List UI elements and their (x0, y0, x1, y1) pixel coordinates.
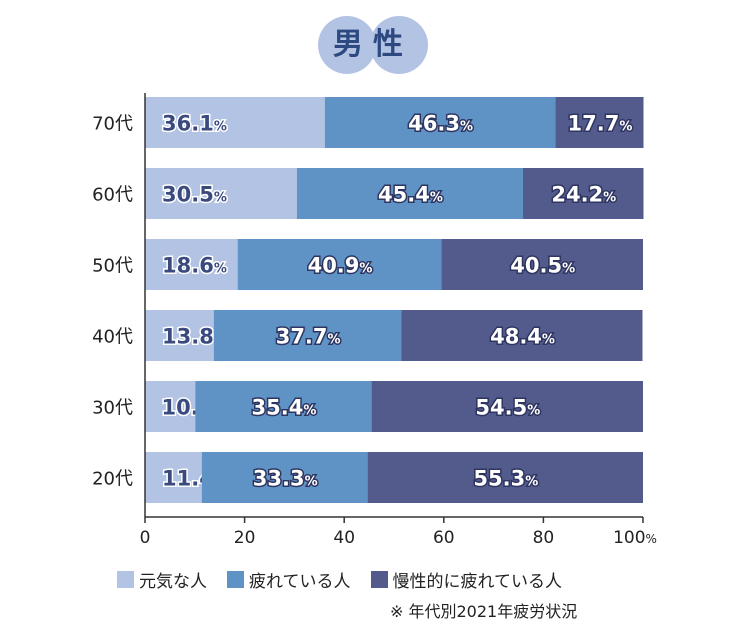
bar-segment (441, 239, 643, 290)
legend-swatch (227, 570, 244, 588)
chart-title-badge: 男性 (318, 16, 428, 76)
bar-segment (145, 239, 238, 290)
data-label-unit: % (303, 404, 316, 419)
data-label-unit: % (328, 333, 341, 348)
legend-item: 疲れている人 (227, 567, 351, 592)
category-label: 40代 (92, 327, 133, 348)
data-label: 24.2% (551, 183, 616, 207)
bar-segment (145, 452, 202, 503)
data-label-unit: % (562, 262, 575, 277)
category-label: 70代 (92, 114, 133, 135)
data-label-unit: % (619, 120, 632, 135)
x-tick-label: 20 (234, 528, 256, 548)
bar-segment (401, 310, 643, 361)
data-label: 36.1% (162, 112, 227, 136)
data-label-unit: % (430, 191, 443, 206)
data-label-unit: % (542, 333, 555, 348)
data-label-unit: % (525, 475, 538, 490)
category-label: 30代 (92, 398, 133, 419)
data-label: 55.3% (473, 467, 538, 491)
bar-segment (213, 310, 402, 361)
bar-segment (237, 239, 442, 290)
category-label: 50代 (92, 256, 133, 277)
legend-label: 疲れている人 (249, 571, 351, 592)
legend-item: 慢性的に疲れている人 (370, 567, 563, 592)
category-label: 20代 (92, 469, 133, 490)
x-tick-label: 60 (433, 528, 455, 548)
x-tick-unit: % (646, 532, 657, 546)
bar-segment (145, 310, 214, 361)
chart-note: ※ 年代別2021年疲労状況 (390, 602, 578, 621)
legend-label: 慢性的に疲れている人 (392, 571, 563, 592)
bar-segment (296, 168, 523, 219)
legend-swatch (117, 570, 134, 588)
data-label: 45.4% (378, 183, 443, 207)
legend-item: 元気な人 (117, 567, 207, 592)
bar-segment (522, 168, 644, 219)
bar-segment (367, 452, 643, 503)
data-label-unit: % (460, 120, 473, 135)
x-tick-label: 100% (613, 528, 657, 548)
title-circle-left (318, 16, 376, 74)
data-label-unit: % (214, 191, 227, 206)
chart-title: 男性 (333, 27, 413, 62)
bar-segment (145, 381, 196, 432)
chart-legend: 元気な人 疲れている人 慢性的に疲れている人 (117, 567, 582, 592)
data-label-unit: % (305, 475, 318, 490)
data-label-unit: % (603, 191, 616, 206)
legend-label: 元気な人 (139, 571, 207, 592)
bar-segment (324, 97, 556, 148)
title-circle-right (370, 16, 428, 74)
bar-segment (201, 452, 368, 503)
data-label-unit: % (359, 262, 372, 277)
data-label-unit: % (214, 262, 227, 277)
bar-segment (371, 381, 643, 432)
legend-swatch (370, 570, 388, 588)
data-label-unit: % (527, 404, 540, 419)
x-tick-label: 40 (333, 528, 355, 548)
bar-segment (145, 97, 325, 148)
stacked-bar-chart: 70代 36.1% 46.3% 17.7%60代 30.5% 45.4% 24.2%50代 1… (92, 93, 657, 548)
bar-segment (195, 381, 372, 432)
bar-segment (145, 168, 297, 219)
bar-segment (555, 97, 644, 148)
x-tick-label: 0 (140, 528, 151, 548)
x-tick-label: 80 (533, 528, 555, 548)
data-label-unit: % (214, 120, 227, 135)
category-label: 60代 (92, 185, 133, 206)
